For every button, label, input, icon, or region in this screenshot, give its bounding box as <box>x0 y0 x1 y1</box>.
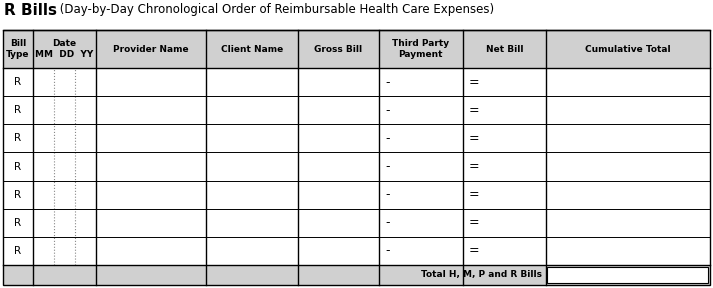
Bar <box>3 124 710 152</box>
Bar <box>3 265 710 285</box>
Text: -: - <box>385 160 389 173</box>
Text: Third Party
Payment: Third Party Payment <box>392 39 449 59</box>
Text: -: - <box>385 104 389 117</box>
Text: Total H, M, P and R Bills: Total H, M, P and R Bills <box>421 270 542 279</box>
Text: -: - <box>385 75 389 89</box>
Text: R: R <box>14 77 21 87</box>
Text: -: - <box>385 188 389 201</box>
Bar <box>3 237 710 265</box>
Bar <box>3 30 710 68</box>
Bar <box>3 68 710 96</box>
Text: -: - <box>385 245 389 257</box>
Text: (Day-by-Day Chronological Order of Reimbursable Health Care Expenses): (Day-by-Day Chronological Order of Reimb… <box>56 3 494 16</box>
Bar <box>3 209 710 237</box>
Text: R: R <box>14 105 21 115</box>
Text: Cumulative Total: Cumulative Total <box>585 45 671 54</box>
Text: R: R <box>14 162 21 171</box>
Bar <box>3 96 710 124</box>
Text: R: R <box>14 190 21 200</box>
Text: =: = <box>468 75 479 89</box>
Bar <box>3 152 710 181</box>
Bar <box>3 30 710 285</box>
Text: =: = <box>468 245 479 257</box>
Text: Client Name: Client Name <box>221 45 283 54</box>
Text: R: R <box>14 246 21 256</box>
Text: =: = <box>468 188 479 201</box>
Text: Bill
Type: Bill Type <box>6 39 30 59</box>
Bar <box>547 267 708 283</box>
Text: R: R <box>14 218 21 228</box>
Text: Gross Bill: Gross Bill <box>314 45 362 54</box>
Text: =: = <box>468 160 479 173</box>
Text: Net Bill: Net Bill <box>486 45 523 54</box>
Text: Date
MM  DD  YY: Date MM DD YY <box>36 39 93 59</box>
Bar <box>3 181 710 209</box>
Text: =: = <box>468 132 479 145</box>
Text: =: = <box>468 104 479 117</box>
Text: -: - <box>385 216 389 229</box>
Text: -: - <box>385 132 389 145</box>
Text: R: R <box>14 133 21 143</box>
Text: Provider Name: Provider Name <box>113 45 189 54</box>
Text: =: = <box>468 216 479 229</box>
Text: R Bills: R Bills <box>4 3 57 18</box>
